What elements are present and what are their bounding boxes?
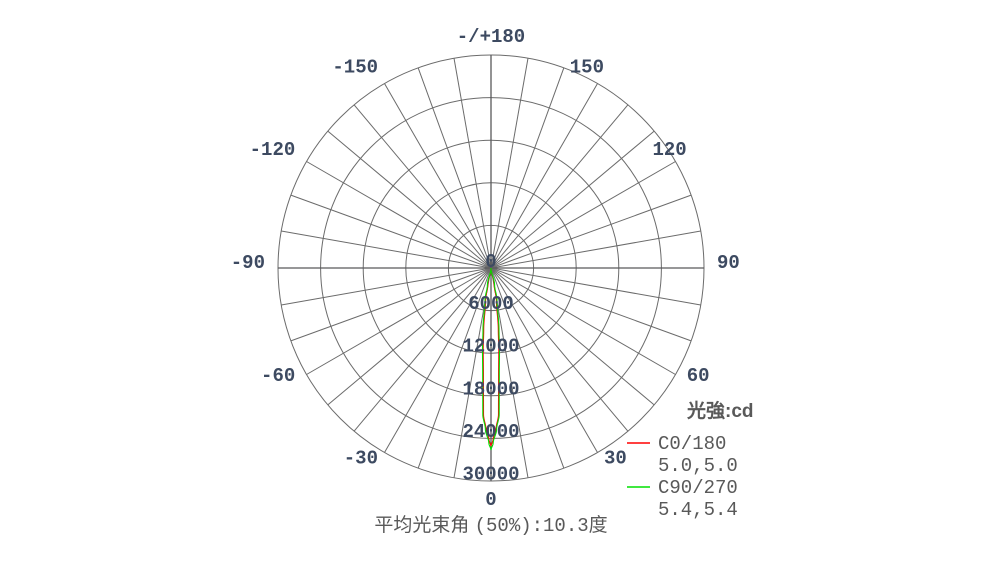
svg-text:C0/180: C0/180 [658, 433, 726, 455]
svg-text:-30: -30 [344, 448, 378, 470]
svg-text:24000: 24000 [462, 421, 519, 443]
svg-text:30: 30 [604, 448, 627, 470]
svg-text:-150: -150 [332, 56, 378, 78]
svg-text:0: 0 [485, 489, 496, 511]
svg-text:150: 150 [570, 56, 604, 78]
svg-text:C90/270: C90/270 [658, 477, 738, 499]
svg-text:12000: 12000 [462, 336, 519, 358]
svg-text:平均光束角 (50%):10.3度: 平均光束角 (50%):10.3度 [374, 514, 607, 537]
svg-text:-/+180: -/+180 [457, 26, 525, 48]
svg-text:120: 120 [653, 139, 687, 161]
svg-text:60: 60 [687, 365, 710, 387]
svg-text:光強:cd: 光強:cd [686, 399, 754, 422]
svg-text:-60: -60 [261, 365, 295, 387]
svg-text:0: 0 [485, 251, 496, 273]
svg-text:30000: 30000 [462, 464, 519, 486]
svg-text:-120: -120 [250, 139, 296, 161]
svg-text:5.0,5.0: 5.0,5.0 [658, 455, 738, 477]
svg-text:6000: 6000 [468, 293, 514, 315]
svg-text:-90: -90 [231, 252, 265, 274]
svg-text:18000: 18000 [462, 378, 519, 400]
svg-text:90: 90 [717, 252, 740, 274]
svg-text:5.4,5.4: 5.4,5.4 [658, 499, 738, 521]
